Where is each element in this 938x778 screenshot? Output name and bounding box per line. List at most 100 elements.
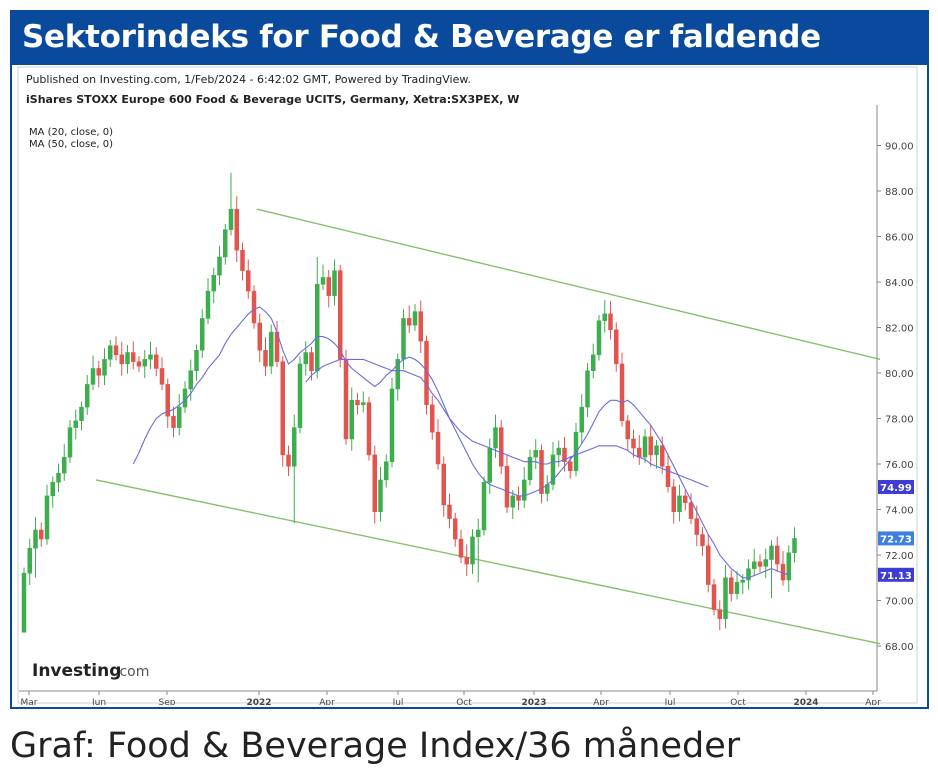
candle xyxy=(631,429,636,458)
candle-body xyxy=(464,557,469,565)
ma50-legend: MA (50, close, 0) xyxy=(29,139,113,150)
price-badge-label: 74.99 xyxy=(880,483,912,494)
candle xyxy=(56,463,61,492)
candle-body xyxy=(280,361,285,456)
candle xyxy=(200,309,205,358)
candle xyxy=(332,259,337,306)
candle-body xyxy=(562,447,567,462)
candle-body xyxy=(412,311,418,326)
candle xyxy=(596,314,602,361)
candle xyxy=(654,440,659,469)
x-tick-label: Oct xyxy=(456,698,472,705)
instrument-name: iShares STOXX Europe 600 Food & Beverage… xyxy=(26,93,519,106)
candle xyxy=(27,538,32,586)
candle xyxy=(585,363,590,417)
candle-body xyxy=(579,406,584,433)
candle xyxy=(119,341,124,376)
candle-body xyxy=(39,529,44,540)
candle-body xyxy=(171,415,176,428)
candle-body xyxy=(711,584,717,610)
candle-body xyxy=(499,427,504,467)
candle-body xyxy=(625,420,630,440)
candle-body xyxy=(401,318,406,360)
candle xyxy=(407,305,412,333)
candle-body xyxy=(165,384,170,417)
candle xyxy=(729,570,734,602)
candle-body xyxy=(188,370,193,390)
candle xyxy=(223,223,228,265)
candle-body xyxy=(717,609,722,619)
candle-body xyxy=(441,463,446,506)
candle xyxy=(372,445,377,524)
candle xyxy=(711,578,717,616)
candle xyxy=(292,414,297,524)
x-tick-label: Apr xyxy=(319,698,335,705)
candle-body xyxy=(665,466,671,487)
candle-body xyxy=(470,536,475,565)
candle-body xyxy=(683,495,688,503)
candle xyxy=(522,466,527,509)
price-badges: 74.99 72.73 71.13 xyxy=(878,479,914,582)
candle-body xyxy=(50,481,55,497)
candle-body xyxy=(694,518,699,535)
candle-body xyxy=(108,345,113,360)
candle xyxy=(108,340,113,368)
candle-body xyxy=(326,277,331,296)
ma20-legend: MA (20, close, 0) xyxy=(29,127,113,138)
candle-body xyxy=(757,561,763,567)
candle-body xyxy=(90,368,96,385)
candle xyxy=(470,529,475,574)
candle xyxy=(481,476,487,536)
candle xyxy=(33,517,38,578)
candle xyxy=(125,345,130,374)
candle xyxy=(257,313,262,363)
price-badge-label: 71.13 xyxy=(880,571,912,582)
published-note: Published on Investing.com, 1/Feb/2024 -… xyxy=(26,73,471,86)
candle-body xyxy=(177,406,182,428)
candle xyxy=(424,335,429,415)
y-tick-label: 82.00 xyxy=(885,324,914,335)
candle xyxy=(717,600,722,631)
candle-body xyxy=(688,502,694,519)
x-tick-label: 2022 xyxy=(246,698,271,705)
candle-body xyxy=(591,354,596,371)
candle-body xyxy=(79,406,84,422)
candle xyxy=(297,356,303,434)
candle-body xyxy=(752,561,757,569)
x-tick-label: 2023 xyxy=(521,698,546,705)
candle xyxy=(418,300,423,353)
candle-body xyxy=(257,322,262,351)
candle-body xyxy=(619,363,625,422)
x-tick-label: 2024 xyxy=(793,698,818,705)
candle xyxy=(700,527,705,556)
candle xyxy=(763,548,768,579)
candle xyxy=(510,490,515,520)
price-badge: 72.73 xyxy=(878,531,914,546)
y-tick-label: 72.00 xyxy=(885,551,914,562)
candle-body xyxy=(487,447,492,483)
candle xyxy=(614,322,619,372)
candle-body xyxy=(608,313,613,331)
x-tick-label: Apr xyxy=(865,698,881,705)
candle xyxy=(533,439,538,470)
candle-body xyxy=(142,359,147,367)
candle-body xyxy=(205,290,211,319)
candle-body xyxy=(349,400,354,440)
candle xyxy=(361,391,366,413)
investing-logo: Investing .com xyxy=(32,661,149,681)
candle xyxy=(757,554,763,573)
candle xyxy=(355,392,360,415)
candle xyxy=(67,420,73,463)
candle xyxy=(234,196,239,262)
logo-suffix: .com xyxy=(115,664,149,680)
candle-body xyxy=(568,461,573,472)
candle-body xyxy=(407,318,412,326)
candle-body xyxy=(228,208,234,230)
candle xyxy=(665,453,671,493)
candle-body xyxy=(320,277,326,285)
y-tick-label: 70.00 xyxy=(885,597,914,608)
candle-body xyxy=(332,270,337,296)
candle-body xyxy=(585,370,590,408)
x-tick-label: Mar xyxy=(21,698,38,705)
candle-body xyxy=(550,454,556,485)
